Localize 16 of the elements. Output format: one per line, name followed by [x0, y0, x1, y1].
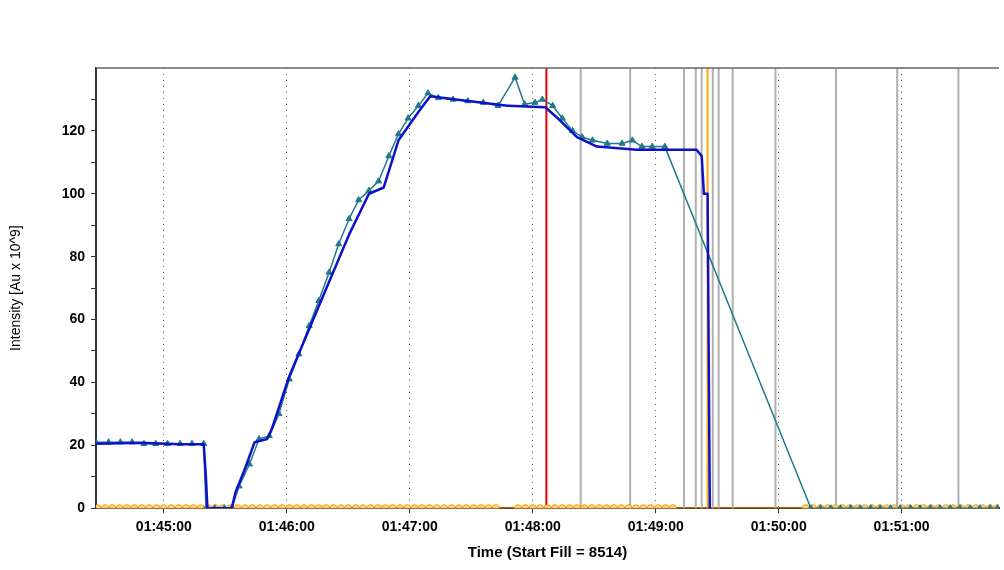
y-tick-label: 60	[69, 310, 86, 327]
x-tick-label: 01:50:00	[750, 518, 807, 535]
y-tick-label: 20	[69, 436, 86, 453]
x-tick-label: 01:51:00	[873, 518, 930, 535]
x-tick-label: 01:45:00	[135, 518, 193, 535]
y-axis-title: Intensity [Au x 10^9]	[7, 225, 24, 351]
y-tick-label: 0	[77, 499, 86, 516]
y-tick-label: 100	[61, 184, 86, 201]
x-axis-title: Time (Start Fill = 8514)	[467, 543, 628, 561]
y-tick-label: 40	[69, 373, 86, 390]
y-tick-label: 120	[61, 121, 86, 138]
x-tick-label: 01:49:00	[627, 518, 684, 535]
x-tick-label: 01:48:00	[504, 518, 561, 535]
x-tick-label: 01:46:00	[258, 518, 316, 535]
y-tick-label: 80	[69, 247, 86, 264]
x-tick-label: 01:47:00	[381, 518, 439, 535]
